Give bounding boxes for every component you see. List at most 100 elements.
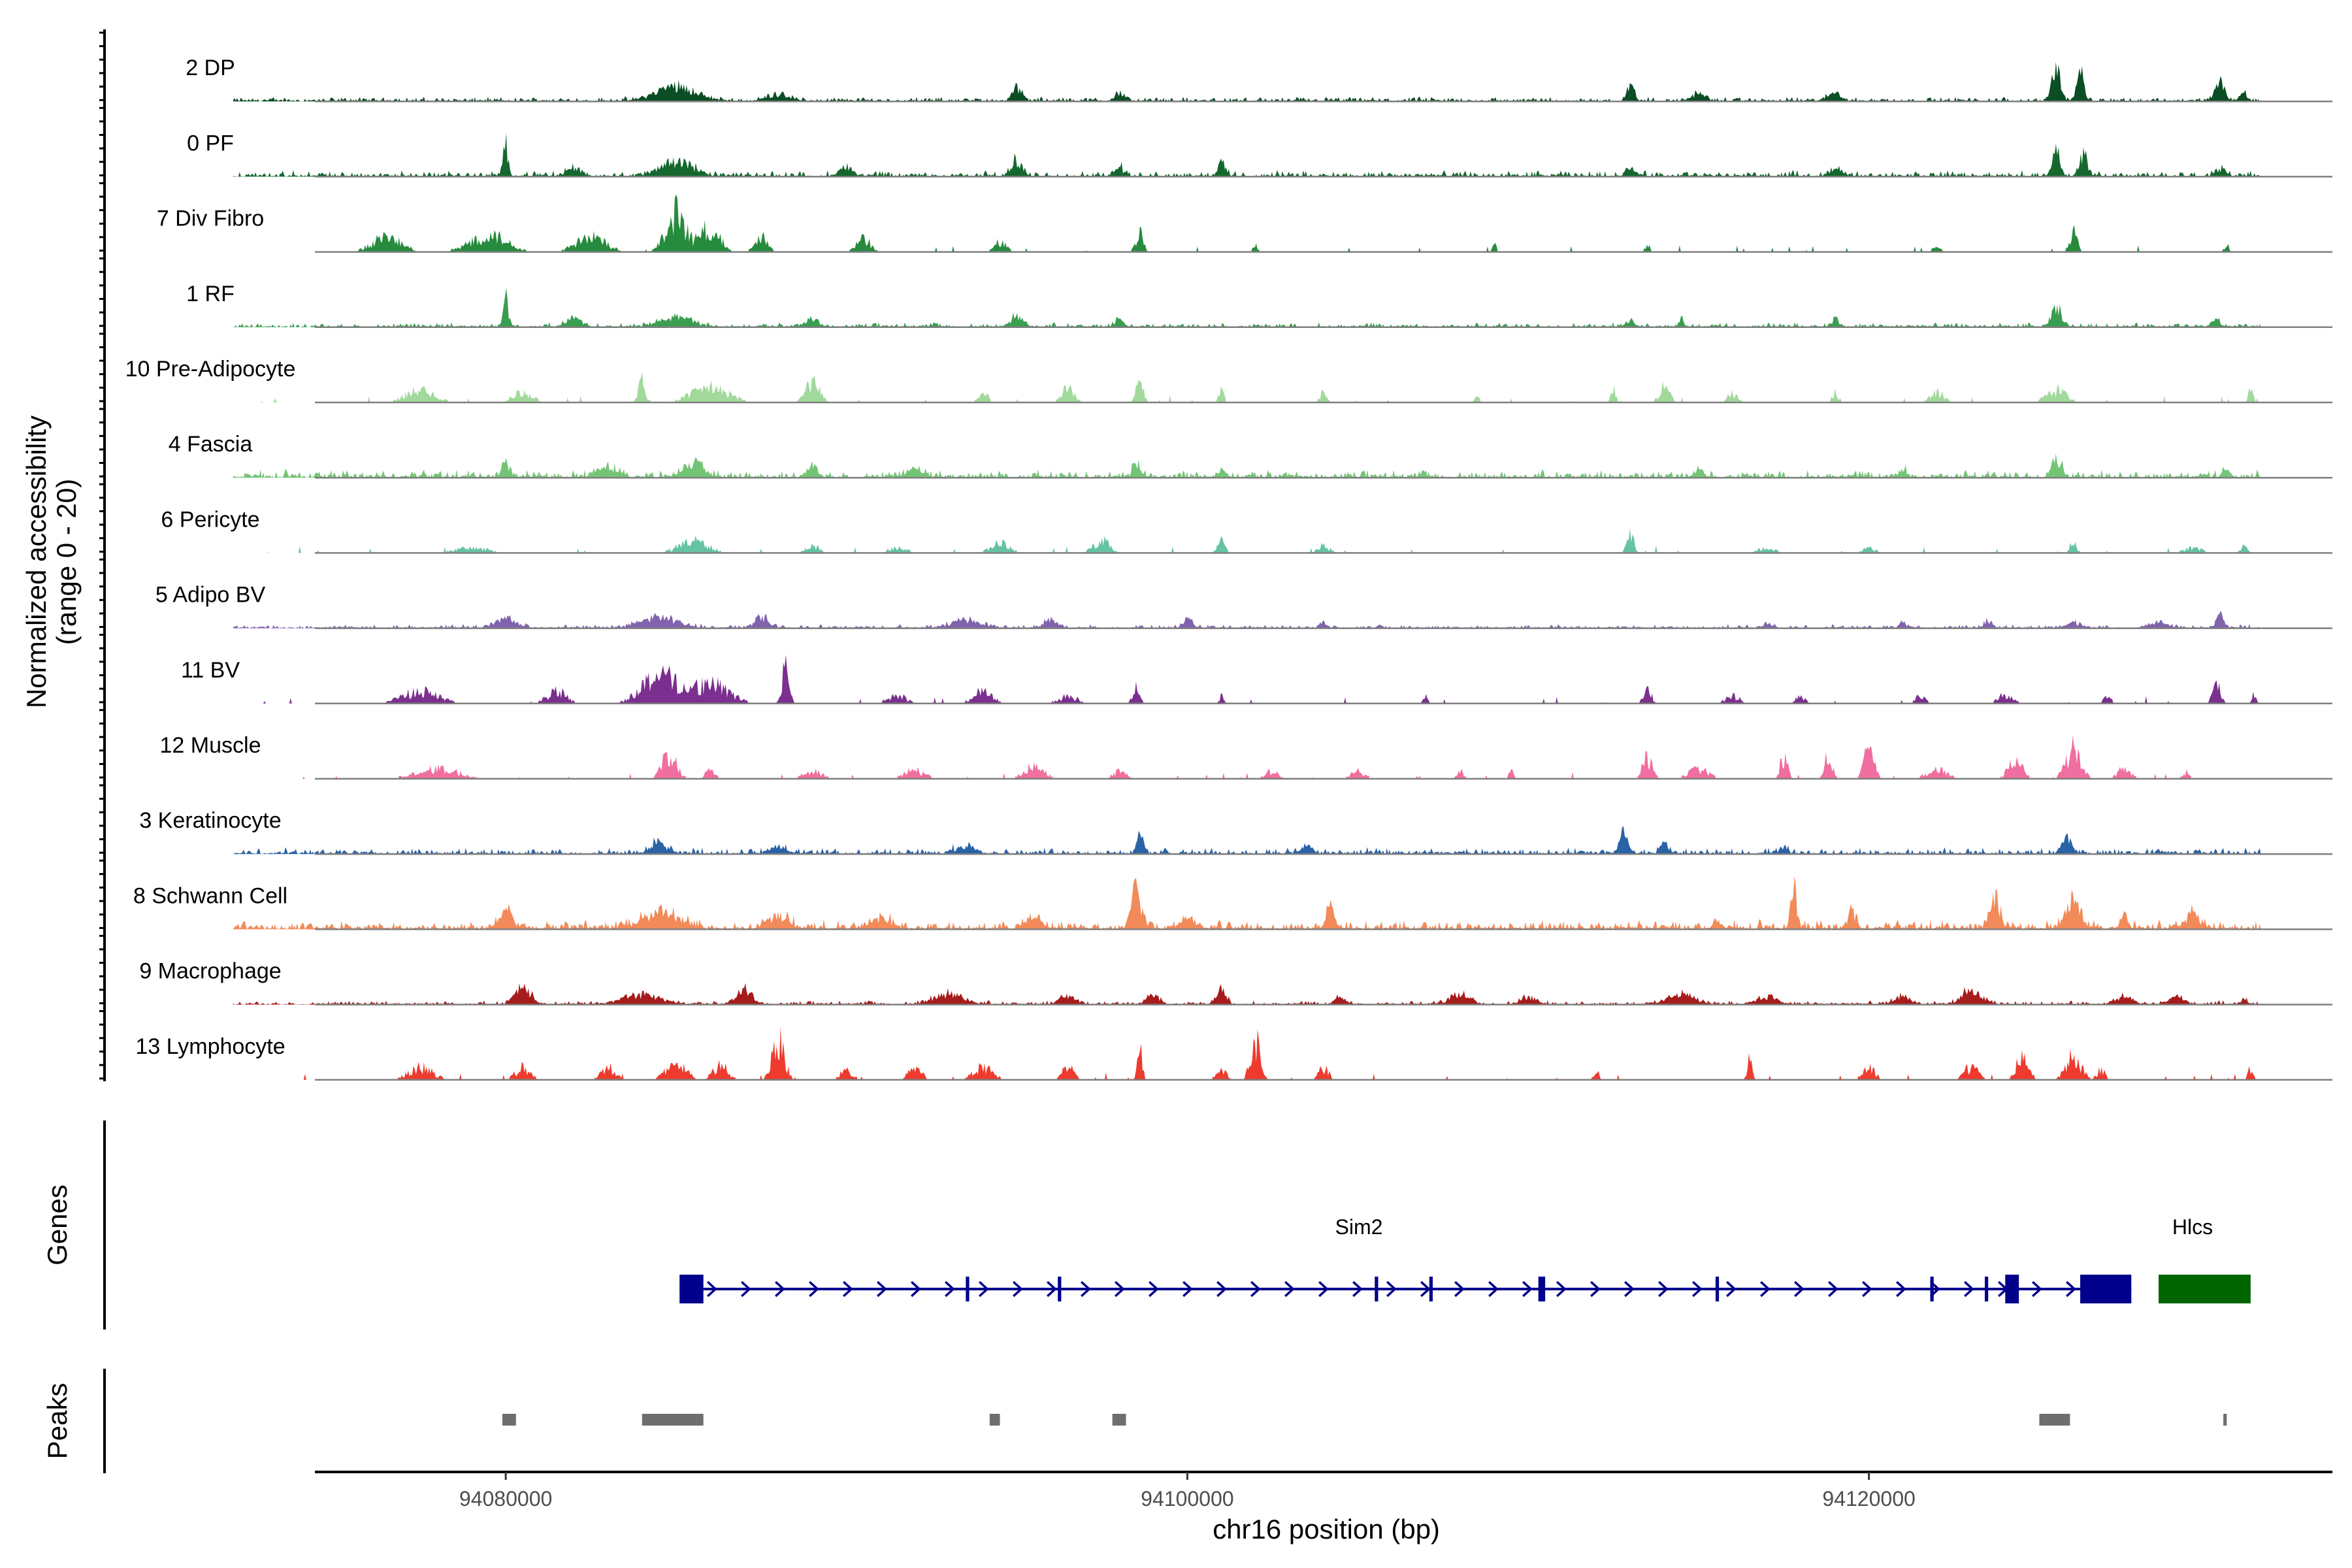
strand-arrow [1250, 1281, 1261, 1298]
strand-arrow [1386, 1281, 1397, 1298]
exon [1715, 1277, 1720, 1301]
coverage-area [233, 875, 2261, 930]
track-label: 3 Keratinocyte [139, 808, 281, 833]
strand-arrow [1691, 1281, 1703, 1298]
strand-arrow [1488, 1281, 1499, 1298]
peak-region [2039, 1414, 2070, 1426]
y-axis-title-line-1: Normalized accessibility [21, 416, 52, 708]
peak-region [2223, 1414, 2227, 1426]
coverage-area [233, 826, 2261, 855]
track-label: 8 Schwann Cell [133, 883, 287, 908]
track-label: 6 Pericyte [161, 507, 259, 532]
x-tick-label: 94080000 [459, 1487, 552, 1511]
exon [2158, 1275, 2251, 1303]
coverage-area [233, 453, 2261, 478]
coverage-area [233, 983, 2261, 1005]
exon [966, 1277, 970, 1301]
strand-arrow [1658, 1281, 1669, 1298]
coverage-area [233, 610, 2261, 629]
exon [1984, 1277, 1989, 1301]
track-label: 1 RF [186, 282, 235, 306]
x-tick-label: 94100000 [1141, 1487, 1233, 1511]
strand-arrow [876, 1281, 887, 1298]
track: 3 Keratinocyte [139, 808, 2332, 855]
strand-arrow [1216, 1281, 1227, 1298]
x-axis-title: chr16 position (bp) [1213, 1514, 1440, 1544]
track: 6 Pericyte [161, 507, 2332, 554]
coverage-area [233, 372, 2261, 402]
track: 13 Lymphocyte [135, 1026, 2332, 1081]
strand-arrow [1793, 1281, 1805, 1298]
peak-region [989, 1414, 1000, 1426]
coverage-area [233, 655, 2261, 704]
strand-arrow [774, 1281, 785, 1298]
genes-panel-title: Genes [42, 1184, 73, 1266]
strand-arrow [1352, 1281, 1363, 1298]
exon [1538, 1277, 1546, 1301]
peaks-panel-title: Peaks [42, 1383, 73, 1460]
strand-arrow [1454, 1281, 1465, 1298]
strand-arrow [1046, 1281, 1057, 1298]
strand-arrow [1114, 1281, 1125, 1298]
track: 4 Fascia [169, 432, 2332, 479]
coverage-area [233, 194, 2261, 252]
strand-arrow [1759, 1281, 1771, 1298]
strand-arrow [1012, 1281, 1023, 1298]
gene-label: Sim2 [1335, 1215, 1383, 1239]
strand-arrow [1284, 1281, 1295, 1298]
strand-arrow [910, 1281, 921, 1298]
track-label: 5 Adipo BV [155, 583, 266, 608]
gene-label: Hlcs [2172, 1215, 2213, 1239]
strand-arrow [808, 1281, 819, 1298]
track-label: 2 DP [186, 56, 235, 80]
y-axis [99, 29, 106, 1081]
strand-arrow [1624, 1281, 1635, 1298]
track-label: 13 Lymphocyte [135, 1034, 285, 1059]
y-axis-title-line-2: (range 0 - 20) [51, 479, 82, 645]
strand-arrow [1318, 1281, 1329, 1298]
peak-region [1112, 1414, 1126, 1426]
exon [2005, 1275, 2019, 1303]
strand-arrow [1420, 1281, 1431, 1298]
track-label: 12 Muscle [160, 733, 261, 758]
strand-arrow [1590, 1281, 1601, 1298]
strand-arrow [1182, 1281, 1193, 1298]
exon [2080, 1275, 2132, 1303]
strand-arrow [1827, 1281, 1838, 1298]
strand-arrow [1080, 1281, 1091, 1298]
track: 0 PF [187, 131, 2332, 178]
track: 10 Pre-Adipocyte [125, 357, 2332, 404]
coverage-area [233, 133, 2261, 177]
coverage-area [233, 1026, 2261, 1080]
exon [1058, 1277, 1062, 1301]
strand-arrow [740, 1281, 751, 1298]
track: 9 Macrophage [139, 959, 2332, 1005]
peak-region [502, 1414, 516, 1426]
track: 5 Adipo BV [155, 583, 2332, 629]
coverage-area [233, 528, 2261, 553]
track-label: 4 Fascia [169, 432, 253, 457]
strand-arrow [1148, 1281, 1159, 1298]
exon [1429, 1277, 1433, 1301]
y-axis-title: Normalized accessibility (range 0 - 20) [21, 416, 82, 708]
strand-arrow [706, 1281, 717, 1298]
track: 8 Schwann Cell [133, 875, 2332, 930]
strand-arrow [1522, 1281, 1533, 1298]
track: 1 RF [186, 282, 2332, 329]
coverage-tracks: 2 DP 0 PF 7 Div Fibro 1 RF 10 Pre-Adipocyte 4… [125, 56, 2332, 1081]
track-label: 10 Pre-Adipocyte [125, 357, 296, 382]
exon [679, 1275, 704, 1303]
x-tick-label: 94120000 [1822, 1487, 1915, 1511]
strand-arrow [2031, 1281, 2042, 1298]
exon [1375, 1277, 1379, 1301]
coverage-area [233, 61, 2261, 102]
strand-arrow [1725, 1281, 1737, 1298]
track: 11 BV [181, 655, 2332, 705]
track-label: 0 PF [187, 131, 234, 155]
strand-arrow [1556, 1281, 1567, 1298]
exon [1930, 1277, 1934, 1301]
gene: Hlcs [2158, 1215, 2251, 1303]
strand-arrow [1895, 1281, 1906, 1298]
strand-arrow [944, 1281, 955, 1298]
